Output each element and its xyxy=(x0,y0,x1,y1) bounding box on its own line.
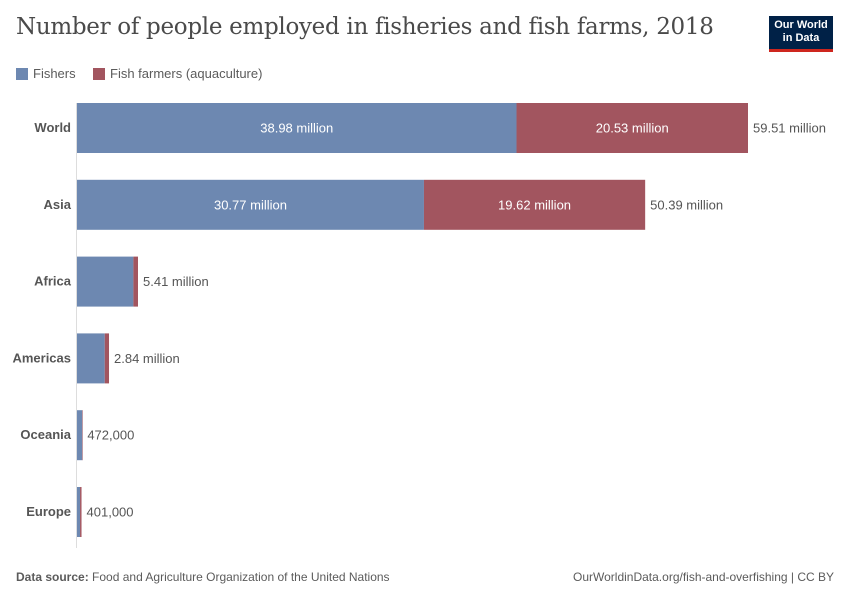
source-text: Food and Agriculture Organization of the… xyxy=(92,570,390,584)
bar-fish-farmers xyxy=(104,333,110,384)
legend-label: Fish farmers (aquaculture) xyxy=(110,66,263,81)
bar-value-label: 30.77 million xyxy=(214,197,287,212)
bar-fishers xyxy=(77,410,83,461)
bar-fishers xyxy=(77,487,81,537)
total-label: 59.51 million xyxy=(753,121,826,136)
source-url[interactable]: OurWorldinData.org/fish-and-overfishing … xyxy=(573,570,834,584)
bar-fishers xyxy=(77,103,517,153)
total-label: 5.41 million xyxy=(143,274,209,289)
category-label: Africa xyxy=(34,274,72,289)
category-label: Americas xyxy=(12,350,71,365)
legend-item-fish-farmers[interactable]: Fish farmers (aquaculture) xyxy=(93,66,262,81)
category-label: Asia xyxy=(44,197,72,212)
legend-swatch xyxy=(16,67,28,80)
bar-fishers xyxy=(77,333,105,384)
total-label: 472,000 xyxy=(87,428,134,443)
legend-label: Fishers xyxy=(33,66,76,81)
bar-fish-farmers xyxy=(82,410,83,461)
total-label: 2.84 million xyxy=(114,351,180,366)
logo-line2: in Data xyxy=(782,32,820,44)
bar-fish-farmers xyxy=(516,103,748,153)
legend-item-fishers[interactable]: Fishers xyxy=(16,66,76,81)
bar-fish-farmers xyxy=(80,487,82,537)
chart-title: Number of people employed in fisheries a… xyxy=(16,14,714,40)
bar-fishers xyxy=(77,256,134,307)
bar-fishers xyxy=(77,179,424,230)
bar-value-label: 19.62 million xyxy=(498,197,571,212)
bar-fish-farmers xyxy=(423,179,646,230)
category-label: Oceania xyxy=(20,427,71,442)
bar-value-label: 38.98 million xyxy=(260,121,333,136)
source-label: Data source: xyxy=(16,570,89,584)
logo-line1: Our World xyxy=(774,19,828,31)
category-label: Europe xyxy=(26,504,71,519)
bar-fish-farmers xyxy=(133,256,138,307)
category-label: World xyxy=(34,120,71,135)
total-label: 401,000 xyxy=(87,505,134,520)
total-label: 50.39 million xyxy=(650,197,723,212)
owid-logo[interactable]: Our World in Data xyxy=(769,16,833,52)
data-source: Data source: Food and Agriculture Organi… xyxy=(16,570,390,584)
bar-value-label: 20.53 million xyxy=(596,121,669,136)
legend-swatch xyxy=(93,67,105,80)
